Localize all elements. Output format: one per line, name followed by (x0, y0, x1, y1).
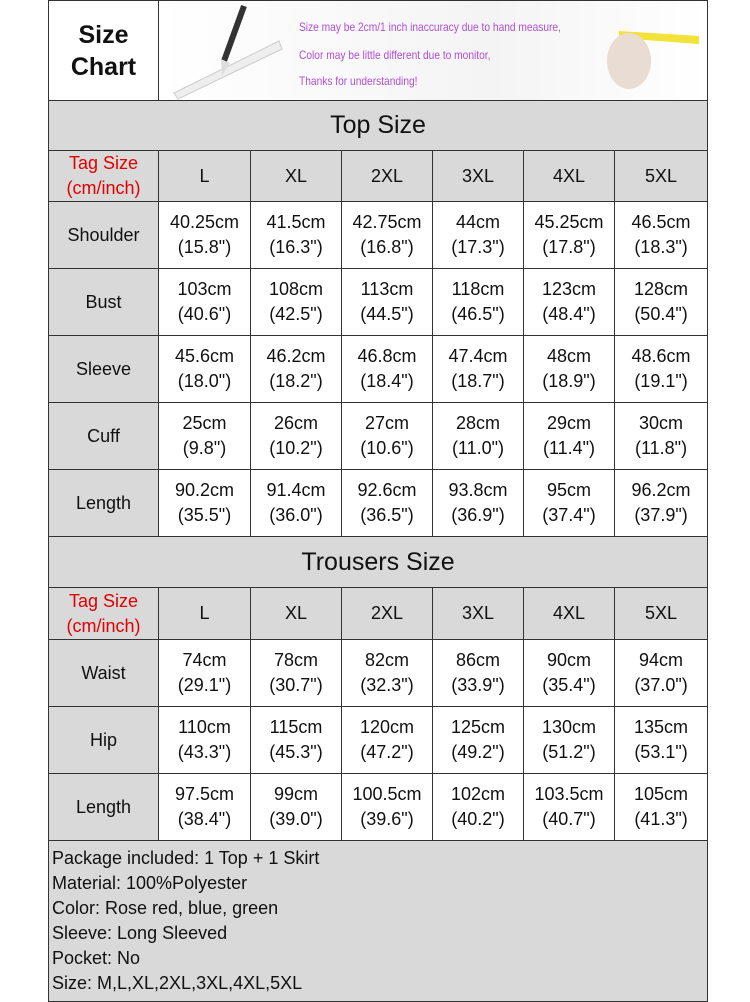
size-header: XL (250, 150, 342, 202)
measure-cell: 96.2cm (37.9") (613, 469, 709, 537)
size-header: L (158, 150, 251, 202)
measure-cell: 30cm (11.8") (613, 402, 709, 470)
measure-label: Length (48, 469, 159, 537)
measure-cell: 120cm (47.2") (341, 706, 433, 774)
measure-cell: 100.5cm (39.6") (341, 773, 433, 841)
tag-size-label: Tag Size (cm/inch) (48, 150, 159, 202)
measure-cell: 48.6cm (19.1") (613, 335, 709, 403)
measure-label: Length (48, 773, 159, 841)
measure-cell: 46.8cm (18.4") (341, 335, 433, 403)
measure-label: Sleeve (48, 335, 159, 403)
product-details: Package included: 1 Top + 1 Skirt Materia… (47, 840, 709, 1002)
measure-cell: 28cm (11.0") (432, 402, 524, 470)
table-row: Cuff 25cm (9.8") 26cm (10.2") 27cm (10.6") 28cm… (48, 402, 709, 470)
size-header: 5XL (613, 150, 709, 202)
measure-cell: 95cm (37.4") (523, 469, 615, 537)
hand-tape-measure-illustration (607, 31, 700, 89)
table-row: Waist 74cm (29.1") 78cm (30.7") 82cm (32.3") 86… (48, 639, 709, 707)
size-header: 4XL (523, 150, 615, 202)
measure-cell: 46.2cm (18.2") (250, 335, 342, 403)
measure-cell: 86cm (33.9") (432, 639, 524, 707)
measure-cell: 29cm (11.4") (523, 402, 615, 470)
measure-label: Waist (48, 639, 159, 707)
table-row: Length 90.2cm (35.5") 91.4cm (36.0") 92.6cm (3… (48, 469, 709, 537)
measure-cell: 41.5cm (16.3") (250, 201, 342, 269)
size-header: 5XL (613, 587, 709, 640)
table-row: Length 97.5cm (38.4") 99cm (39.0") 100.5cm (39… (48, 773, 709, 841)
measure-cell: 47.4cm (18.7") (432, 335, 524, 403)
detail-line: Material: 100%Polyester (52, 873, 248, 893)
measure-cell: 103.5cm (40.7") (523, 773, 615, 841)
table-row: Sleeve 45.6cm (18.0") 46.2cm (18.2") 46.8cm (1… (48, 335, 709, 403)
measure-cell: 90cm (35.4") (523, 639, 615, 707)
measure-cell: 130cm (51.2") (523, 706, 615, 774)
measure-cell: 128cm (50.4") (613, 268, 709, 336)
size-header: XL (250, 587, 342, 640)
size-header: 2XL (341, 150, 433, 202)
size-chart-title: Size Chart (48, 0, 159, 101)
table-row: Hip 110cm (43.3") 115cm (45.3") 120cm (47.2") 1… (48, 706, 709, 774)
measure-cell: 25cm (9.8") (158, 402, 251, 470)
measure-cell: 42.75cm (16.8") (341, 201, 433, 269)
measure-cell: 40.25cm (15.8") (158, 201, 251, 269)
measure-label: Bust (48, 268, 159, 336)
measure-cell: 82cm (32.3") (341, 639, 433, 707)
measure-label: Hip (48, 706, 159, 774)
tag-size-label: Tag Size (cm/inch) (48, 587, 159, 640)
measure-label: Shoulder (48, 201, 159, 269)
measure-cell: 26cm (10.2") (250, 402, 342, 470)
detail-line: Color: Rose red, blue, green (52, 898, 279, 918)
size-header: L (158, 587, 251, 640)
pencil-ruler-illustration (173, 4, 283, 100)
banner: Size may be 2cm/1 inch inaccuracy due to… (157, 0, 709, 101)
measure-cell: 99cm (39.0") (250, 773, 342, 841)
measure-cell: 105cm (41.3") (613, 773, 709, 841)
measure-cell: 46.5cm (18.3") (613, 201, 709, 269)
size-header: 3XL (432, 587, 524, 640)
table-row: Shoulder 40.25cm (15.8") 41.5cm (16.3") 42.75… (48, 201, 709, 269)
detail-line: Package included: 1 Top + 1 Skirt (52, 848, 320, 868)
measure-cell: 93.8cm (36.9") (432, 469, 524, 537)
measure-cell: 44cm (17.3") (432, 201, 524, 269)
measure-cell: 27cm (10.6") (341, 402, 433, 470)
measure-cell: 91.4cm (36.0") (250, 469, 342, 537)
measure-cell: 135cm (53.1") (613, 706, 709, 774)
measure-cell: 118cm (46.5") (432, 268, 524, 336)
measure-cell: 115cm (45.3") (250, 706, 342, 774)
top-size-title: Top Size (47, 100, 709, 151)
size-header: 4XL (523, 587, 615, 640)
measure-label: Cuff (48, 402, 159, 470)
measure-cell: 78cm (30.7") (250, 639, 342, 707)
trousers-size-title: Trousers Size (47, 536, 709, 588)
size-header: 3XL (432, 150, 524, 202)
measure-cell: 74cm (29.1") (158, 639, 251, 707)
measure-cell: 108cm (42.5") (250, 268, 342, 336)
measure-cell: 113cm (44.5") (341, 268, 433, 336)
detail-line: Size: M,L,XL,2XL,3XL,4XL,5XL (52, 973, 303, 993)
measure-cell: 102cm (40.2") (432, 773, 524, 841)
size-header: 2XL (341, 587, 433, 640)
measure-cell: 125cm (49.2") (432, 706, 524, 774)
measure-cell: 48cm (18.9") (523, 335, 615, 403)
size-chart: Size Chart Size may be 2cm/1 inch inaccur… (47, 0, 709, 1002)
measure-cell: 45.6cm (18.0") (158, 335, 251, 403)
detail-line: Pocket: No (52, 948, 141, 968)
measure-cell: 110cm (43.3") (158, 706, 251, 774)
measure-cell: 123cm (48.4") (523, 268, 615, 336)
measure-cell: 92.6cm (36.5") (341, 469, 433, 537)
measure-cell: 97.5cm (38.4") (158, 773, 251, 841)
measure-cell: 90.2cm (35.5") (158, 469, 251, 537)
detail-line: Sleeve: Long Sleeved (52, 923, 228, 943)
measure-cell: 94cm (37.0") (613, 639, 709, 707)
measure-cell: 103cm (40.6") (158, 268, 251, 336)
table-row: Bust 103cm (40.6") 108cm (42.5") 113cm (44.5")… (48, 268, 709, 336)
measure-cell: 45.25cm (17.8") (523, 201, 615, 269)
